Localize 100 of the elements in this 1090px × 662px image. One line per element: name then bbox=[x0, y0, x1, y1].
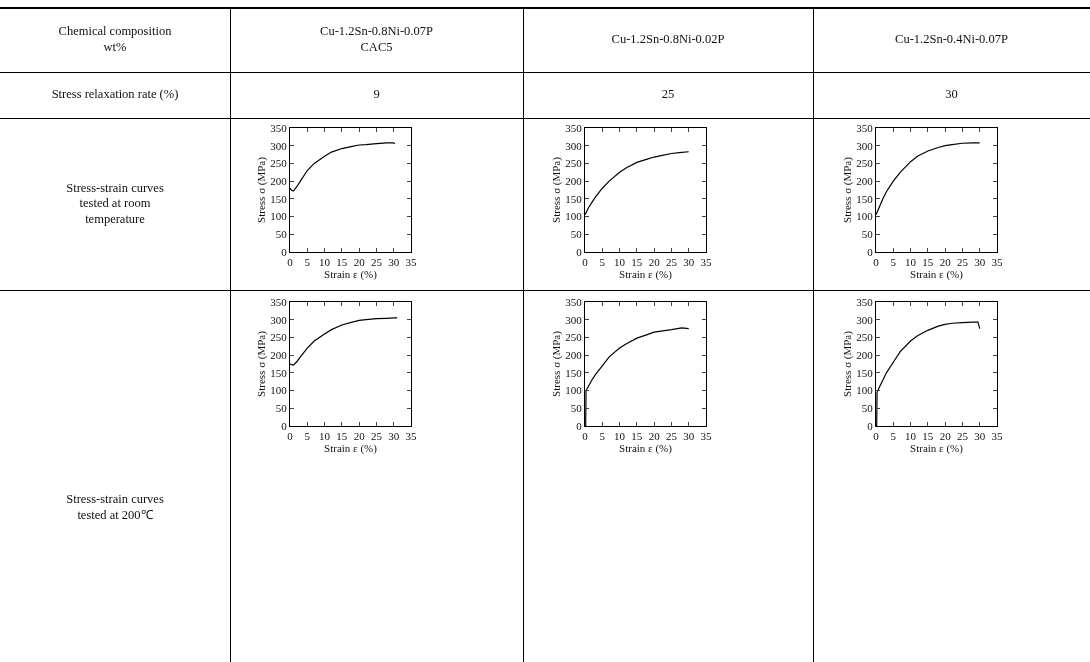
y-tick-label: 150 bbox=[565, 192, 583, 205]
x-tick-label: 5 bbox=[304, 430, 311, 443]
y-tick-label: 50 bbox=[861, 402, 874, 415]
y-tick-label: 100 bbox=[270, 210, 288, 223]
y-tick-label: 300 bbox=[565, 313, 583, 326]
text: Cu-1.2Sn-0.8Ni-0.07P CAC5 bbox=[319, 23, 434, 56]
y-tick-label: 300 bbox=[565, 139, 583, 152]
y-tick-label: 150 bbox=[270, 366, 288, 379]
y-tick-label: 50 bbox=[570, 228, 583, 241]
y-tick-label: 50 bbox=[275, 228, 288, 241]
y-tick-label: 150 bbox=[856, 192, 874, 205]
text: Cu-1.2Sn-0.8Ni-0.02P bbox=[610, 31, 726, 49]
y-tick-label: 0 bbox=[867, 245, 874, 258]
y-tick-label: 100 bbox=[270, 384, 288, 397]
x-tick-label: 10 bbox=[905, 430, 917, 443]
x-tick-label: 15 bbox=[336, 256, 348, 269]
x-tick-label: 25 bbox=[665, 256, 678, 269]
x-tick-label: 30 bbox=[974, 256, 986, 269]
x-tick-label: 35 bbox=[700, 256, 712, 269]
text: 25 bbox=[660, 86, 676, 104]
y-tick-label: 100 bbox=[856, 210, 874, 223]
x-axis-title: Strain ε (%) bbox=[619, 442, 673, 456]
y-axis-title: Stress σ (MPa) bbox=[254, 156, 268, 223]
x-axis-title: Strain ε (%) bbox=[910, 442, 964, 456]
y-tick-label: 300 bbox=[270, 139, 288, 152]
y-tick-label: 50 bbox=[275, 402, 288, 415]
x-tick-label: 30 bbox=[388, 430, 400, 443]
x-tick-label: 30 bbox=[683, 430, 695, 443]
x-tick-label: 25 bbox=[370, 256, 383, 269]
y-tick-label: 0 bbox=[867, 419, 874, 432]
text: Chemical composition wt% bbox=[57, 23, 173, 56]
x-tick-label: 30 bbox=[974, 430, 986, 443]
y-tick-label: 0 bbox=[281, 245, 288, 258]
text: Stress relaxation rate (%) bbox=[50, 86, 180, 104]
x-tick-label: 15 bbox=[922, 430, 934, 443]
y-axis-title: Stress σ (MPa) bbox=[549, 330, 563, 397]
x-tick-label: 10 bbox=[614, 256, 626, 269]
x-tick-label: 15 bbox=[922, 256, 934, 269]
x-axis-title: Strain ε (%) bbox=[910, 268, 964, 282]
x-tick-label: 15 bbox=[631, 256, 643, 269]
x-axis-title: Strain ε (%) bbox=[324, 442, 378, 456]
x-tick-label: 20 bbox=[939, 430, 952, 443]
text: 9 bbox=[372, 86, 381, 104]
x-tick-label: 5 bbox=[890, 430, 897, 443]
y-tick-label: 200 bbox=[565, 348, 583, 361]
x-tick-label: 30 bbox=[388, 256, 400, 269]
y-axis-title: Stress σ (MPa) bbox=[840, 330, 854, 397]
y-tick-label: 150 bbox=[565, 366, 583, 379]
x-tick-label: 35 bbox=[405, 256, 417, 269]
y-tick-label: 150 bbox=[270, 192, 288, 205]
y-axis-title: Stress σ (MPa) bbox=[254, 330, 268, 397]
y-axis-title: Stress σ (MPa) bbox=[549, 156, 563, 223]
y-tick-label: 50 bbox=[570, 402, 583, 415]
y-tick-label: 350 bbox=[270, 295, 288, 308]
y-tick-label: 150 bbox=[856, 366, 874, 379]
x-tick-label: 25 bbox=[665, 430, 678, 443]
text: Cu-1.2Sn-0.4Ni-0.07P bbox=[894, 31, 1009, 49]
x-tick-label: 35 bbox=[405, 430, 417, 443]
y-tick-label: 300 bbox=[270, 313, 288, 326]
x-tick-label: 5 bbox=[599, 430, 606, 443]
y-tick-label: 100 bbox=[565, 384, 583, 397]
x-axis-title: Strain ε (%) bbox=[324, 268, 378, 282]
x-tick-label: 5 bbox=[890, 256, 897, 269]
y-tick-label: 200 bbox=[270, 174, 288, 187]
y-tick-label: 250 bbox=[270, 157, 288, 170]
y-tick-label: 350 bbox=[856, 121, 874, 134]
y-tick-label: 350 bbox=[565, 121, 583, 134]
text: Stress-strain curves tested at 200℃ bbox=[65, 490, 165, 524]
y-tick-label: 100 bbox=[856, 384, 874, 397]
y-tick-label: 200 bbox=[856, 174, 874, 187]
x-tick-label: 15 bbox=[631, 430, 643, 443]
x-tick-label: 20 bbox=[353, 430, 366, 443]
x-tick-label: 30 bbox=[683, 256, 695, 269]
y-axis-title: Stress σ (MPa) bbox=[840, 156, 854, 223]
x-tick-label: 25 bbox=[956, 430, 969, 443]
y-tick-label: 0 bbox=[576, 419, 583, 432]
x-tick-label: 20 bbox=[353, 256, 366, 269]
x-tick-label: 35 bbox=[991, 256, 1003, 269]
x-tick-label: 20 bbox=[939, 256, 952, 269]
x-tick-label: 10 bbox=[905, 256, 917, 269]
y-tick-label: 250 bbox=[565, 157, 583, 170]
text: Stress-strain curves tested at room temperature bbox=[65, 179, 165, 228]
x-tick-label: 35 bbox=[700, 430, 712, 443]
y-tick-label: 250 bbox=[565, 331, 583, 344]
x-tick-label: 25 bbox=[956, 256, 969, 269]
y-tick-label: 350 bbox=[856, 295, 874, 308]
y-tick-label: 200 bbox=[856, 348, 874, 361]
y-tick-label: 300 bbox=[856, 139, 874, 152]
x-tick-label: 10 bbox=[319, 256, 331, 269]
y-tick-label: 50 bbox=[861, 228, 874, 241]
x-tick-label: 5 bbox=[599, 256, 606, 269]
y-tick-label: 100 bbox=[565, 210, 583, 223]
x-tick-label: 10 bbox=[319, 430, 331, 443]
x-axis-title: Strain ε (%) bbox=[619, 268, 673, 282]
x-tick-label: 20 bbox=[648, 256, 661, 269]
x-tick-label: 10 bbox=[614, 430, 626, 443]
y-tick-label: 350 bbox=[270, 121, 288, 134]
y-tick-label: 350 bbox=[565, 295, 583, 308]
x-tick-label: 20 bbox=[648, 430, 661, 443]
x-tick-label: 35 bbox=[991, 430, 1003, 443]
